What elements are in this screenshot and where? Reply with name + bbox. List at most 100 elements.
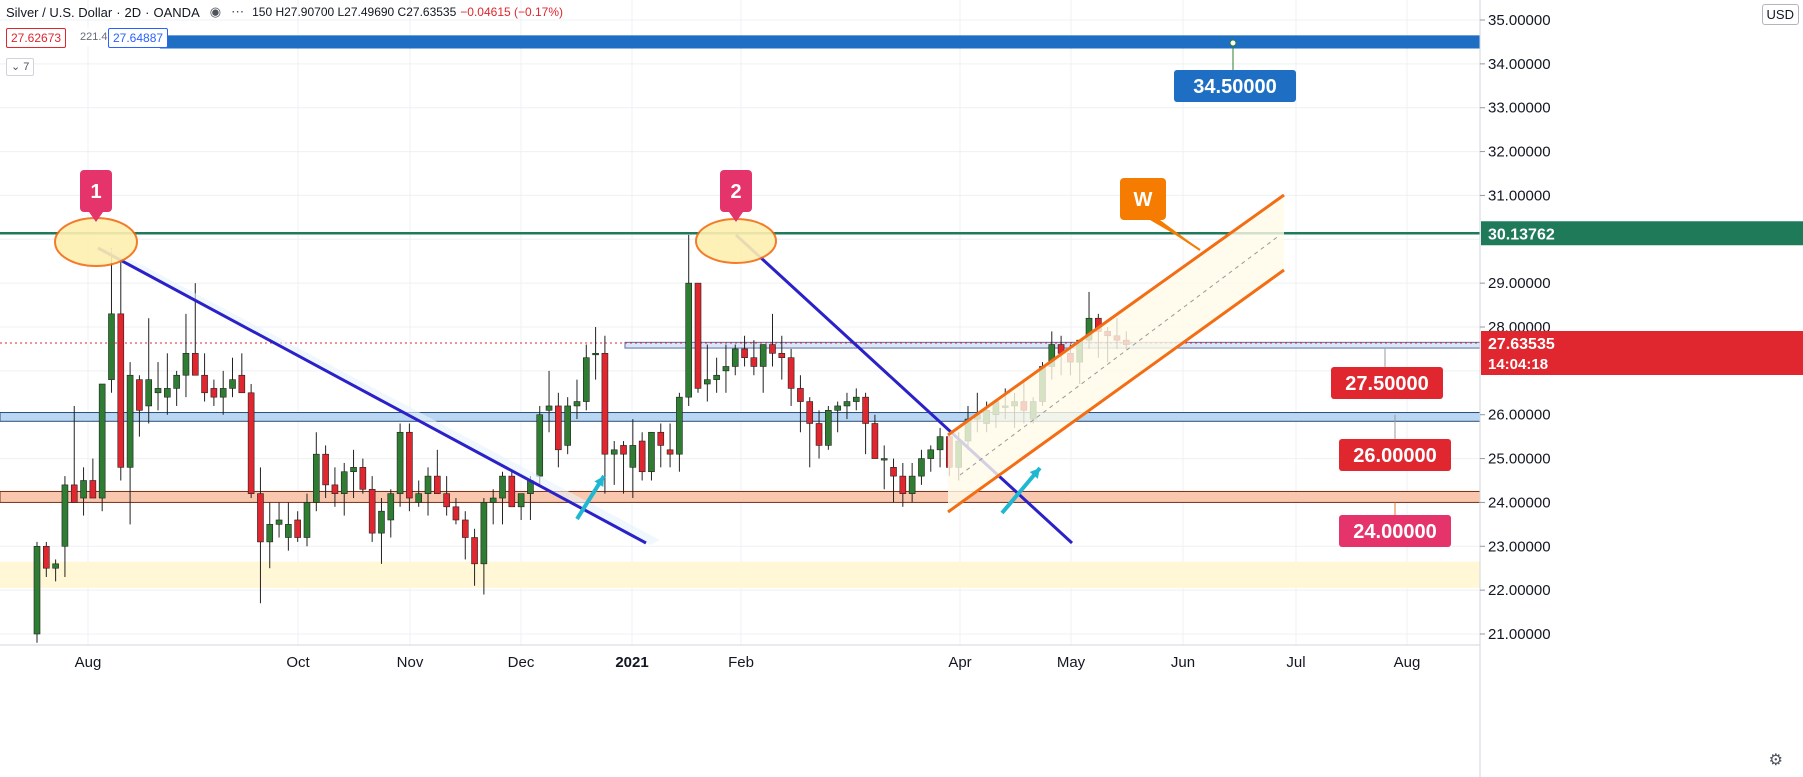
candle-body bbox=[852, 396, 860, 402]
candle-body bbox=[480, 502, 488, 565]
candle-body bbox=[210, 388, 218, 398]
target-band bbox=[160, 35, 1480, 49]
candle-body bbox=[126, 374, 134, 468]
target-label-box bbox=[1174, 70, 1296, 102]
level-24-text: 24.00000 bbox=[1353, 521, 1436, 543]
marker-1-box bbox=[80, 170, 112, 212]
price-zones bbox=[0, 35, 1481, 588]
candle-body bbox=[108, 313, 115, 380]
candle-body bbox=[387, 493, 395, 521]
marker-2-box bbox=[720, 170, 752, 212]
candle-body bbox=[815, 423, 823, 446]
sell-button[interactable]: 27.62673 bbox=[6, 28, 67, 48]
source-label: OANDA bbox=[153, 4, 200, 20]
countdown-badge: 14:04:18 bbox=[1488, 356, 1548, 373]
price-tick-label: 21.00000 bbox=[1488, 626, 1551, 643]
candle-body bbox=[452, 506, 460, 521]
candle-body bbox=[340, 471, 348, 494]
target-dot bbox=[1229, 39, 1237, 47]
level-26-box bbox=[1339, 439, 1451, 471]
settings-gear-icon[interactable]: ⚙ bbox=[1768, 752, 1783, 769]
candle-body bbox=[359, 467, 367, 490]
candle-body bbox=[750, 357, 758, 367]
w-label-box bbox=[1120, 178, 1166, 220]
candle-body bbox=[834, 405, 841, 411]
symbol-title[interactable]: Silver / U.S. Dollar bbox=[6, 4, 113, 20]
candle-body bbox=[136, 379, 143, 411]
candle-body bbox=[396, 431, 404, 494]
candle-body bbox=[555, 405, 562, 451]
marker-2-label: 2 bbox=[730, 181, 741, 203]
candle-body bbox=[825, 410, 832, 446]
support-zone-24 bbox=[0, 490, 1481, 503]
candle-body bbox=[880, 458, 888, 461]
resistance-price-badge-bg bbox=[1481, 221, 1803, 246]
candle-body bbox=[778, 353, 786, 359]
level-27-5-box bbox=[1331, 367, 1443, 399]
time-tick-label: Jul bbox=[1286, 654, 1305, 671]
candle-body bbox=[787, 357, 795, 389]
downtrend-line-1 bbox=[97, 246, 647, 545]
time-tick-label: Aug bbox=[75, 654, 102, 671]
candle-body bbox=[285, 524, 292, 538]
candle-body bbox=[43, 545, 50, 569]
channel-upper bbox=[947, 193, 1285, 437]
candle-body bbox=[33, 545, 41, 635]
candle-body bbox=[638, 440, 646, 473]
channel-lower bbox=[947, 268, 1285, 514]
candle-body bbox=[489, 497, 497, 503]
candle-body bbox=[741, 348, 748, 358]
candle-body bbox=[806, 401, 814, 424]
chart-grid bbox=[0, 0, 1480, 645]
candle-body bbox=[434, 475, 441, 494]
candle-body bbox=[98, 383, 106, 499]
interval-label[interactable]: 2D bbox=[124, 4, 142, 20]
candle-body bbox=[713, 374, 720, 380]
candle-body bbox=[461, 519, 469, 538]
candle-body bbox=[927, 449, 935, 459]
price-tick-label: 26.00000 bbox=[1488, 407, 1551, 424]
target-label-text: 34.50000 bbox=[1193, 76, 1276, 98]
candle-body bbox=[657, 431, 665, 446]
candle-body bbox=[545, 405, 553, 411]
candle-body bbox=[731, 348, 739, 367]
candle-body bbox=[154, 388, 162, 394]
candle-body bbox=[582, 357, 590, 402]
time-tick-label: Oct bbox=[286, 654, 310, 671]
time-tick-label: May bbox=[1057, 654, 1086, 671]
current-price-badge: 27.63535 bbox=[1488, 336, 1555, 353]
candle-body bbox=[238, 374, 246, 394]
candle-body bbox=[843, 401, 851, 407]
time-tick-label: 2021 bbox=[615, 654, 648, 671]
ohlc-readout: 150 H27.90700 L27.49690 C27.63535 bbox=[252, 5, 457, 19]
more-icon[interactable]: ⋯ bbox=[231, 4, 245, 19]
candle-body bbox=[592, 353, 599, 356]
candle-body bbox=[322, 453, 329, 486]
time-tick-label: Feb bbox=[728, 654, 754, 671]
indicator-toggle[interactable]: ⌄ 7 bbox=[6, 58, 35, 76]
candle-body bbox=[191, 353, 199, 376]
support-zone-26 bbox=[0, 412, 1481, 422]
channel-fill bbox=[948, 195, 1284, 512]
candle-body bbox=[52, 563, 59, 569]
candle-body bbox=[704, 379, 711, 385]
time-tick-label: Nov bbox=[397, 654, 424, 671]
candle-body bbox=[871, 423, 879, 459]
currency-button[interactable]: USD bbox=[1761, 4, 1799, 25]
candle-body bbox=[797, 388, 804, 402]
cyan-arrow-2 bbox=[1000, 466, 1042, 515]
candle-body bbox=[573, 401, 581, 407]
resistance-price-badge: 30.13762 bbox=[1488, 226, 1555, 243]
drawings-layer: 1 2 W 34.50000 27.50000 26.00000 24.00000 bbox=[54, 39, 1451, 547]
candle-body bbox=[247, 392, 255, 494]
candle-body bbox=[899, 475, 907, 494]
candle-body bbox=[201, 374, 208, 394]
chart-header: Silver / U.S. Dollar · 2D · OANDA ◉ ⋯ 15… bbox=[0, 0, 563, 24]
buy-button[interactable]: 27.64887 bbox=[108, 28, 169, 48]
cyan-arrow-1-head bbox=[594, 476, 604, 487]
candle-body bbox=[536, 414, 544, 477]
eye-icon[interactable]: ◉ bbox=[209, 4, 222, 19]
candle-body bbox=[145, 379, 153, 407]
